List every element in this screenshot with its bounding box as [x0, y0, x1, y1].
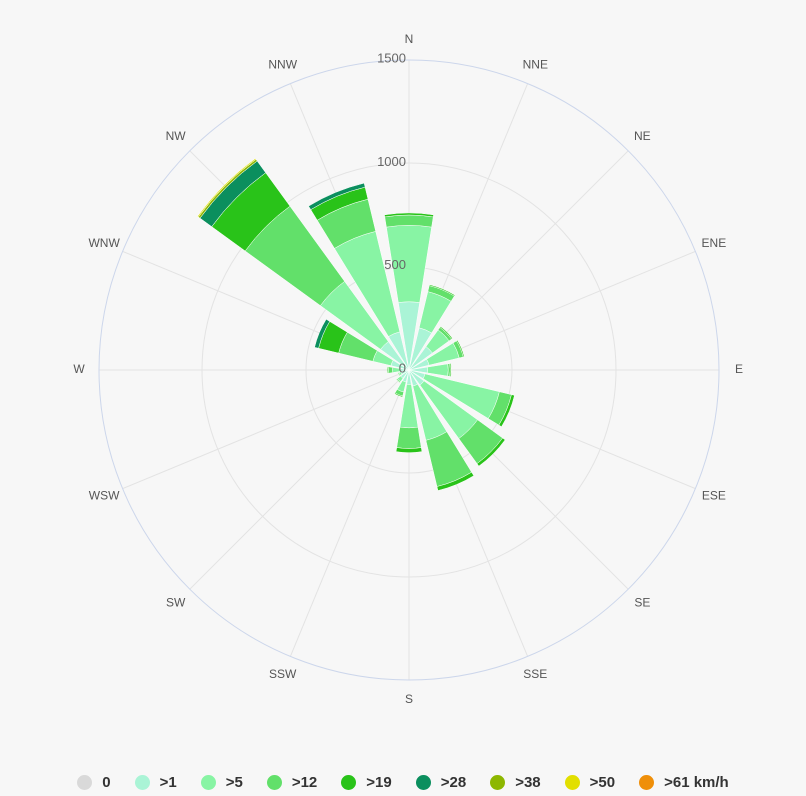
direction-label-E: E: [735, 362, 743, 376]
legend-swatch: [266, 774, 282, 790]
direction-label-SSW: SSW: [269, 667, 297, 681]
legend-swatch: [341, 774, 357, 790]
outer-ring: [98, 59, 720, 681]
legend-item-gt1[interactable]: >1: [134, 773, 177, 791]
legend-label: >19: [366, 773, 392, 791]
bar-NNW-5: [308, 182, 366, 210]
bar-NE-4: [439, 326, 453, 340]
grid-spoke: [289, 369, 410, 657]
direction-label-SSE: SSE: [523, 667, 547, 681]
bar-E-2: [427, 363, 449, 377]
legend-label: 0: [102, 773, 111, 791]
legend-item-gt28[interactable]: >28: [415, 773, 467, 791]
direction-label-ESE: ESE: [702, 488, 726, 502]
direction-label-NNW: NNW: [268, 57, 297, 71]
bar-N-4: [384, 212, 434, 218]
legend-label: >50: [589, 773, 616, 791]
direction-label-NNE: NNE: [523, 57, 548, 71]
legend-label: >1: [159, 773, 177, 791]
legend: 0 >1 >5 >12 >19 >28 >38 >50 >61 km/h: [0, 768, 806, 796]
bar-SSE-4: [436, 471, 475, 491]
legend-swatch: [77, 774, 93, 790]
rose-bars: [197, 158, 515, 491]
radial-tick-1500: 1500: [377, 50, 406, 65]
bar-SSW-4: [394, 392, 404, 398]
bar-ESE-4: [498, 394, 515, 428]
grid-spoke: [122, 369, 410, 490]
legend-label: >5: [225, 773, 243, 791]
legend-swatch: [134, 774, 150, 790]
bar-S-4: [395, 447, 423, 453]
bar-E-4: [449, 363, 452, 377]
legend-item-0[interactable]: 0: [77, 773, 111, 791]
direction-label-SE: SE: [634, 596, 650, 610]
legend-swatch: [415, 774, 431, 790]
bar-NW-7: [197, 158, 257, 218]
legend-label: >12: [291, 773, 318, 791]
legend-item-gt38[interactable]: >38: [490, 773, 541, 791]
direction-labels: N NNE NE ENE E ESE SE SSE S SSW SW WSW W WNW NW NNW: [73, 32, 743, 706]
bar-WNW-5: [314, 318, 331, 349]
legend-item-gt5[interactable]: >5: [200, 773, 243, 791]
bar-W-3: [388, 366, 393, 374]
bar-SW-4: [395, 378, 401, 384]
bar-W-4: [387, 366, 389, 374]
bar-WSW-4: [397, 372, 400, 377]
legend-swatch: [564, 774, 580, 790]
radial-tick-500: 500: [384, 257, 406, 272]
legend-item-gt19[interactable]: >19: [341, 773, 392, 791]
direction-label-S: S: [405, 692, 413, 706]
direction-label-WNW: WNW: [88, 236, 120, 250]
legend-swatch: [639, 774, 655, 790]
direction-label-NW: NW: [166, 129, 187, 143]
direction-label-W: W: [73, 362, 85, 376]
direction-label-NE: NE: [634, 129, 651, 143]
radial-tick-labels: 0 500 1000 1500: [377, 50, 406, 375]
legend-item-gt12[interactable]: >12: [266, 773, 318, 791]
radial-tick-1000: 1000: [377, 154, 406, 169]
bar-S-3: [396, 426, 422, 449]
legend-label: >28: [440, 773, 467, 791]
legend-swatch: [490, 774, 506, 790]
direction-label-ENE: ENE: [702, 236, 727, 250]
radial-tick-0: 0: [399, 360, 406, 375]
legend-label: >61 km/h: [664, 773, 729, 791]
grid-spoke: [189, 369, 410, 590]
direction-label-N: N: [405, 32, 414, 46]
legend-item-gt61[interactable]: >61 km/h: [639, 774, 729, 791]
legend-swatch: [200, 774, 216, 790]
bar-N-3: [384, 214, 434, 228]
legend-label: >38: [515, 773, 541, 791]
bar-ENE-4: [456, 339, 465, 358]
legend-item-gt50[interactable]: >50: [564, 773, 616, 791]
direction-label-SW: SW: [166, 596, 186, 610]
direction-label-WSW: WSW: [89, 488, 120, 502]
bar-NNE-4: [428, 284, 456, 297]
bar-SE-4: [476, 437, 506, 467]
